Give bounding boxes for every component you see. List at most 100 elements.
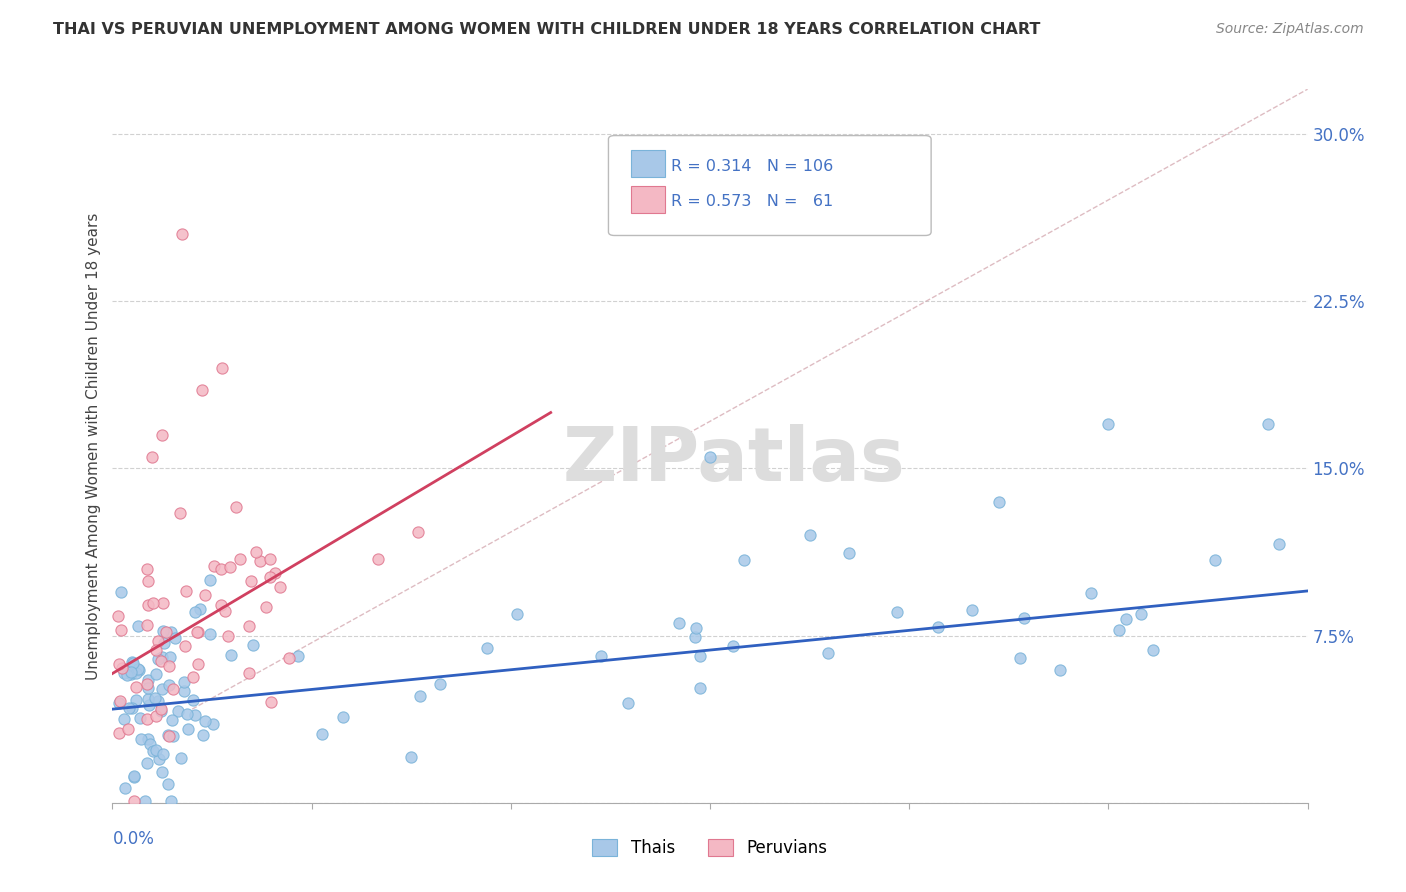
Thais — [332, 710, 354, 724]
Thais — [987, 494, 1010, 508]
Peruvians — [157, 729, 180, 743]
Peruvians — [259, 570, 281, 584]
Peruvians — [117, 722, 139, 736]
Thais — [150, 764, 173, 779]
Peruvians — [191, 384, 214, 398]
Text: R = 0.573   N =   61: R = 0.573 N = 61 — [671, 194, 832, 210]
Peruvians — [187, 624, 209, 639]
Peruvians — [202, 559, 225, 574]
Thais — [927, 620, 949, 634]
Thais — [733, 553, 755, 567]
Thais — [668, 616, 690, 631]
Thais — [689, 681, 711, 695]
Thais — [148, 752, 170, 766]
Peruvians — [135, 712, 157, 726]
Thais — [121, 655, 143, 669]
Peruvians — [229, 552, 252, 566]
Thais — [1012, 611, 1035, 625]
Peruvians — [174, 639, 197, 653]
Thais — [150, 681, 173, 696]
Thais — [886, 605, 908, 619]
Thais — [124, 770, 146, 784]
Text: R = 0.314   N = 106: R = 0.314 N = 106 — [671, 159, 832, 174]
Thais — [120, 665, 142, 680]
Thais — [136, 681, 159, 696]
Thais — [184, 606, 207, 620]
Thais — [183, 693, 205, 707]
Thais — [617, 696, 640, 710]
Thais — [1080, 586, 1102, 600]
Thais — [142, 744, 165, 758]
Thais — [157, 728, 180, 742]
Peruvians — [146, 633, 169, 648]
Text: ZIPatlas: ZIPatlas — [562, 424, 905, 497]
Peruvians — [406, 525, 429, 540]
Y-axis label: Unemployment Among Women with Children Under 18 years: Unemployment Among Women with Children U… — [86, 212, 101, 680]
Thais — [146, 652, 169, 666]
Thais — [136, 756, 159, 770]
Peruvians — [108, 657, 131, 671]
Thais — [160, 794, 183, 808]
Thais — [311, 727, 333, 741]
Thais — [145, 743, 167, 757]
Peruvians — [225, 500, 247, 515]
Thais — [162, 729, 184, 743]
Thais — [112, 665, 135, 680]
Peruvians — [174, 583, 197, 598]
Thais — [1010, 650, 1032, 665]
Thais — [162, 714, 184, 728]
Peruvians — [108, 725, 131, 739]
Thais — [1097, 417, 1119, 431]
Peruvians — [136, 676, 159, 690]
Thais — [129, 732, 152, 747]
Thais — [120, 667, 142, 681]
Peruvians — [162, 681, 184, 696]
Peruvians — [209, 562, 232, 576]
Peruvians — [136, 562, 159, 576]
Thais — [176, 722, 198, 736]
Text: THAI VS PERUVIAN UNEMPLOYMENT AMONG WOMEN WITH CHILDREN UNDER 18 YEARS CORRELATI: THAI VS PERUVIAN UNEMPLOYMENT AMONG WOME… — [53, 22, 1040, 37]
Thais — [799, 528, 821, 542]
Peruvians — [183, 670, 205, 684]
Peruvians — [152, 596, 174, 610]
Peruvians — [217, 629, 239, 643]
Peruvians — [238, 665, 260, 680]
Thais — [107, 696, 129, 710]
Peruvians — [211, 360, 233, 375]
Thais — [146, 693, 169, 707]
Thais — [145, 667, 167, 681]
Peruvians — [172, 227, 194, 241]
Peruvians — [141, 450, 163, 464]
Thais — [408, 689, 430, 703]
Thais — [176, 706, 198, 721]
Peruvians — [269, 580, 291, 594]
Thais — [1204, 552, 1226, 566]
Thais — [143, 691, 166, 706]
Thais — [1268, 537, 1291, 551]
Thais — [136, 692, 159, 706]
Thais — [1142, 643, 1164, 657]
Thais — [201, 716, 224, 731]
Thais — [685, 621, 707, 635]
FancyBboxPatch shape — [609, 136, 931, 235]
Text: 0.0%: 0.0% — [112, 830, 155, 848]
Peruvians — [187, 657, 209, 671]
Peruvians — [240, 574, 263, 588]
Thais — [128, 711, 150, 725]
Thais — [689, 648, 711, 663]
Thais — [1129, 607, 1152, 622]
Peruvians — [169, 506, 191, 520]
Thais — [115, 667, 138, 681]
Thais — [128, 663, 150, 677]
Peruvians — [150, 702, 173, 716]
Peruvians — [107, 608, 129, 623]
Thais — [429, 677, 451, 691]
Thais — [589, 648, 612, 663]
Peruvians — [214, 604, 236, 618]
Thais — [122, 656, 145, 670]
Thais — [134, 794, 156, 808]
Thais — [699, 450, 721, 464]
Thais — [838, 546, 860, 560]
Thais — [110, 584, 132, 599]
Peruvians — [245, 544, 267, 558]
